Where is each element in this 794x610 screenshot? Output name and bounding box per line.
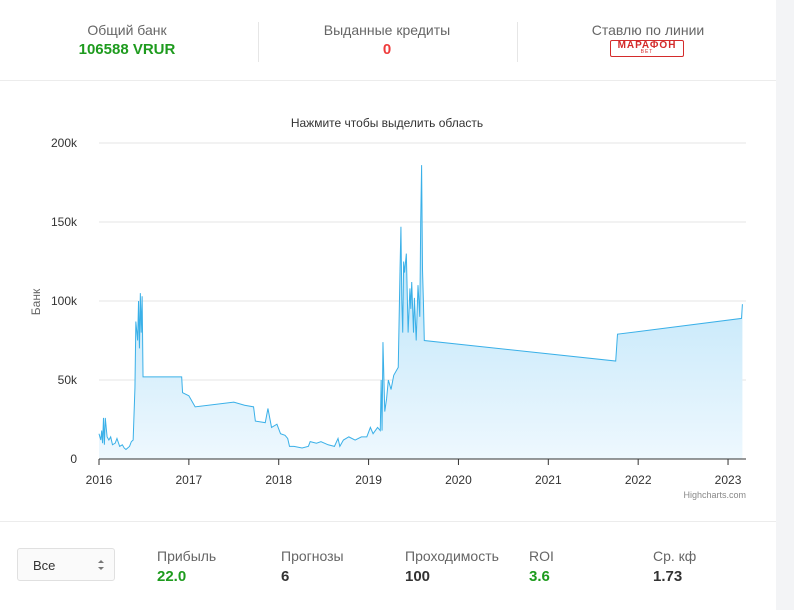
avg-odds-value: 1.73 — [653, 568, 683, 585]
predictions-stat: Прогнозы 6 — [281, 548, 344, 585]
divider — [517, 22, 518, 62]
y-tick-label: 100k — [51, 294, 78, 308]
roi-stat: ROI 3.6 — [529, 548, 554, 585]
credits-stat: Выданные кредиты 0 — [262, 0, 512, 80]
divider — [0, 521, 776, 522]
bank-stat: Общий банк 106588 VRUR — [0, 0, 254, 80]
credits-value: 0 — [382, 41, 392, 58]
logo-sub-text: BET — [640, 49, 654, 55]
filter-select[interactable]: Все — [17, 548, 115, 581]
x-tick-label: 2022 — [625, 473, 652, 487]
marathonbet-logo[interactable]: МАРАФОН BET — [610, 40, 684, 57]
x-tick-label: 2017 — [176, 473, 203, 487]
x-tick-label: 2021 — [535, 473, 562, 487]
bank-value: 106588 VRUR — [78, 41, 176, 58]
passability-value: 100 — [405, 568, 431, 585]
page-gutter — [776, 0, 794, 610]
y-tick-label: 200k — [51, 136, 78, 150]
logo-main-text: МАРАФОН — [617, 40, 677, 51]
x-tick-label: 2020 — [445, 473, 472, 487]
passability-label: Проходимость — [405, 548, 499, 564]
select-arrows-icon — [98, 560, 104, 570]
chart-area[interactable]: Нажмите чтобы выделить область 0 50k 100k 1… — [0, 100, 776, 510]
chart-title: Нажмите чтобы выделить область — [291, 116, 483, 130]
divider — [258, 22, 259, 62]
top-stats: Общий банк 106588 VRUR Выданные кредиты … — [0, 0, 776, 81]
y-axis-label: Банк — [29, 288, 43, 315]
y-tick-label: 0 — [70, 452, 77, 466]
x-axis-ticks: 2016 2017 2018 2019 2020 2021 2022 2023 — [86, 459, 742, 487]
y-tick-label: 150k — [51, 215, 78, 229]
bank-card: Общий банк 106588 VRUR Выданные кредиты … — [0, 0, 776, 610]
y-tick-label: 50k — [58, 373, 78, 387]
roi-label: ROI — [529, 548, 554, 564]
line-stat: Ставлю по линии — [520, 0, 776, 80]
x-tick-label: 2018 — [265, 473, 292, 487]
profit-label: Прибыль — [157, 548, 217, 564]
x-tick-label: 2019 — [355, 473, 382, 487]
credits-link[interactable]: Highcharts.com — [683, 490, 746, 500]
series-line[interactable] — [98, 165, 743, 451]
avg-odds-label: Ср. кф — [653, 548, 697, 564]
bank-chart[interactable]: Нажмите чтобы выделить область 0 50k 100k 1… — [0, 100, 776, 510]
predictions-value: 6 — [281, 568, 290, 585]
roi-value: 3.6 — [529, 568, 550, 585]
y-axis-ticks: 0 50k 100k 150k 200k — [51, 136, 78, 466]
credits-label: Выданные кредиты — [323, 22, 451, 38]
avg-odds-stat: Ср. кф 1.73 — [653, 548, 696, 585]
line-label: Ставлю по линии — [591, 22, 705, 38]
x-tick-label: 2023 — [715, 473, 742, 487]
predictions-label: Прогнозы — [281, 548, 344, 564]
x-tick-label: 2016 — [86, 473, 113, 487]
profit-stat: Прибыль 22.0 — [157, 548, 216, 585]
filter-selected: Все — [33, 558, 56, 573]
series-area — [99, 165, 743, 459]
passability-stat: Проходимость 100 — [405, 548, 499, 585]
bank-label: Общий банк — [87, 22, 167, 38]
profit-value: 22.0 — [157, 568, 187, 585]
